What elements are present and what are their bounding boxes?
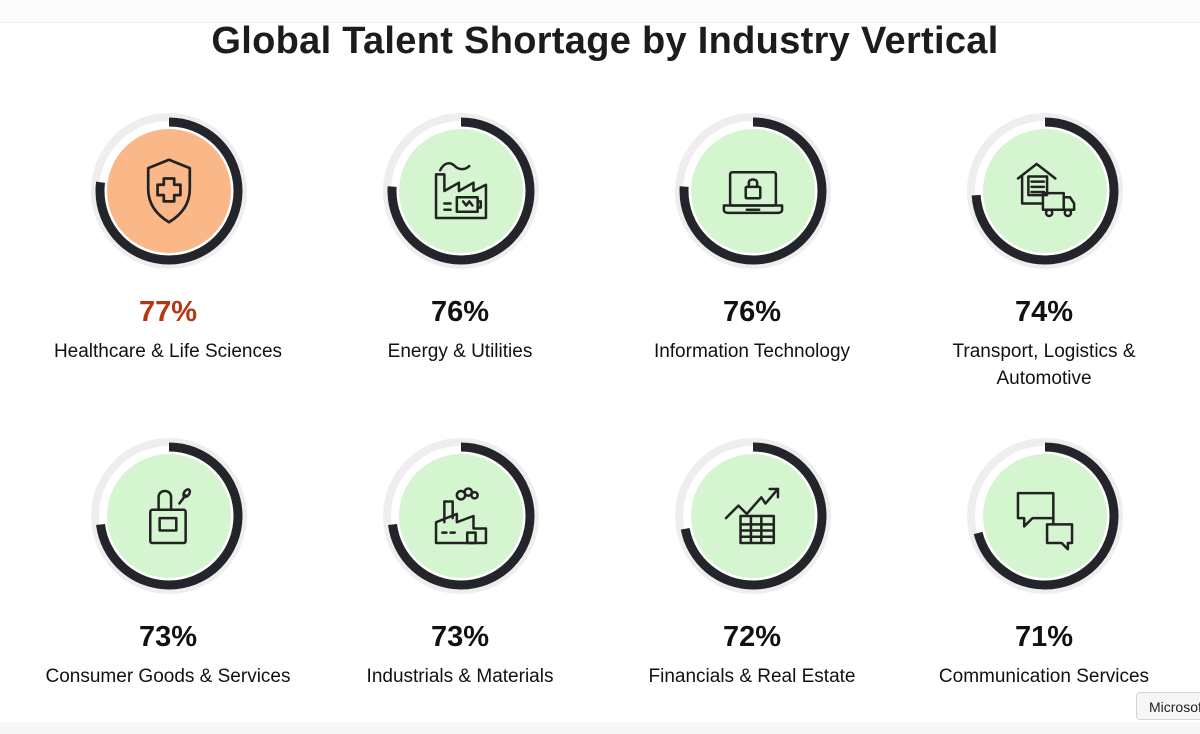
progress-ring xyxy=(90,112,248,270)
ring-inner xyxy=(399,454,523,578)
ring-inner xyxy=(691,129,815,253)
percent-value: 76% xyxy=(430,296,490,328)
ring-arc xyxy=(679,117,827,265)
ring-arc xyxy=(387,442,535,590)
medical-shield-icon xyxy=(117,139,221,243)
warehouse-truck-icon xyxy=(993,139,1097,243)
progress-ring xyxy=(966,437,1124,595)
bottom-bar xyxy=(0,722,1200,734)
ring-arc xyxy=(95,442,243,590)
progress-ring xyxy=(674,437,832,595)
progress-ring xyxy=(382,112,540,270)
industry-label: Consumer Goods & Services xyxy=(45,666,291,687)
percent-value: 73% xyxy=(430,621,490,653)
ring-track xyxy=(675,438,831,594)
industry-label: Energy & Utilities xyxy=(387,341,533,362)
ring-inner xyxy=(983,454,1107,578)
percent-value: 72% xyxy=(722,621,782,653)
laptop-lock-icon xyxy=(701,139,805,243)
power-plant-battery-icon xyxy=(409,139,513,243)
percent-value: 71% xyxy=(1014,621,1074,653)
industry-label: Financials & Real Estate xyxy=(648,666,856,687)
ring-track xyxy=(383,113,539,269)
percent-value: 73% xyxy=(138,621,198,653)
ring-inner xyxy=(107,129,231,253)
shopping-bag-icon xyxy=(117,464,221,568)
ring-arc xyxy=(387,117,535,265)
industry-label: Information Technology xyxy=(653,341,851,362)
ring-track xyxy=(675,113,831,269)
factory-icon xyxy=(409,464,513,568)
progress-ring xyxy=(90,437,248,595)
industry-label: Communication Services xyxy=(938,666,1150,687)
chart-title: Global Talent Shortage by Industry Verti… xyxy=(211,20,999,62)
ring-track xyxy=(91,113,247,269)
ring-arc xyxy=(95,117,243,265)
industry-label: Industrials & Materials xyxy=(366,666,554,687)
progress-ring xyxy=(966,112,1124,270)
chat-bubbles-icon xyxy=(993,464,1097,568)
industry-label: Healthcare & Life Sciences xyxy=(53,341,283,362)
percent-value: 77% xyxy=(138,296,198,328)
ring-track xyxy=(967,113,1123,269)
ring-track xyxy=(383,438,539,594)
financial-chart-icon xyxy=(701,464,805,568)
progress-ring xyxy=(674,112,832,270)
ring-arc xyxy=(971,117,1119,265)
industry-label: Transport, Logistics & Automotive xyxy=(952,341,1136,389)
percent-value: 76% xyxy=(722,296,782,328)
ring-arc xyxy=(679,442,827,590)
percent-value: 74% xyxy=(1014,296,1074,328)
ring-inner xyxy=(107,454,231,578)
tooltip-popup: Microsoft xyxy=(1136,692,1200,720)
ring-arc xyxy=(971,442,1119,590)
ring-inner xyxy=(983,129,1107,253)
progress-ring xyxy=(382,437,540,595)
top-bar xyxy=(0,0,1200,23)
ring-track xyxy=(91,438,247,594)
ring-track xyxy=(967,438,1123,594)
